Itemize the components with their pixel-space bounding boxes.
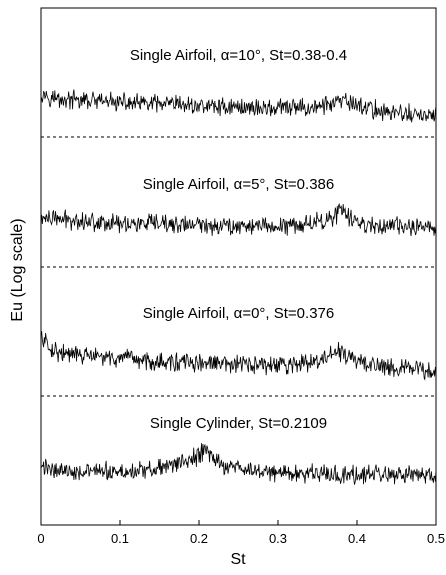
x-tick-label-3: 0.3 [269,531,287,546]
x-tick-label-1: 0.1 [111,531,129,546]
series-panel-3: Single Airfoil, α=0°, St=0.376 [40,305,437,381]
series-title-3: Single Airfoil, α=0°, St=0.376 [143,305,334,322]
series-title-2: Single Airfoil, α=5°, St=0.386 [143,176,334,193]
series-title-4: Single Cylinder, St=0.2109 [150,415,327,432]
series-panel-2: Single Airfoil, α=5°, St=0.386 [40,176,437,237]
x-tick-label-0: 0 [37,531,44,546]
x-tick-label-2: 0.2 [190,531,208,546]
series-line-2 [40,203,437,237]
panels-layer: Single Airfoil, α=10°, St=0.38-0.4 Single… [40,47,437,486]
series-title-1: Single Airfoil, α=10°, St=0.38-0.4 [130,47,347,64]
series-line-3 [40,331,437,381]
plot-frame [40,7,437,526]
series-line-1 [40,89,437,123]
series-line-4 [40,443,437,486]
series-panel-4: Single Cylinder, St=0.2109 [40,415,437,486]
y-axis-label: Eu (Log scale) [9,218,26,321]
x-tick-label-5: 0.5 [427,531,445,546]
series-panel-1: Single Airfoil, α=10°, St=0.38-0.4 [40,47,437,123]
x-axis-label: St [230,551,246,568]
axes-layer: 0 0.1 0.2 0.3 0.4 0.5 [37,7,445,546]
x-tick-label-4: 0.4 [348,531,366,546]
